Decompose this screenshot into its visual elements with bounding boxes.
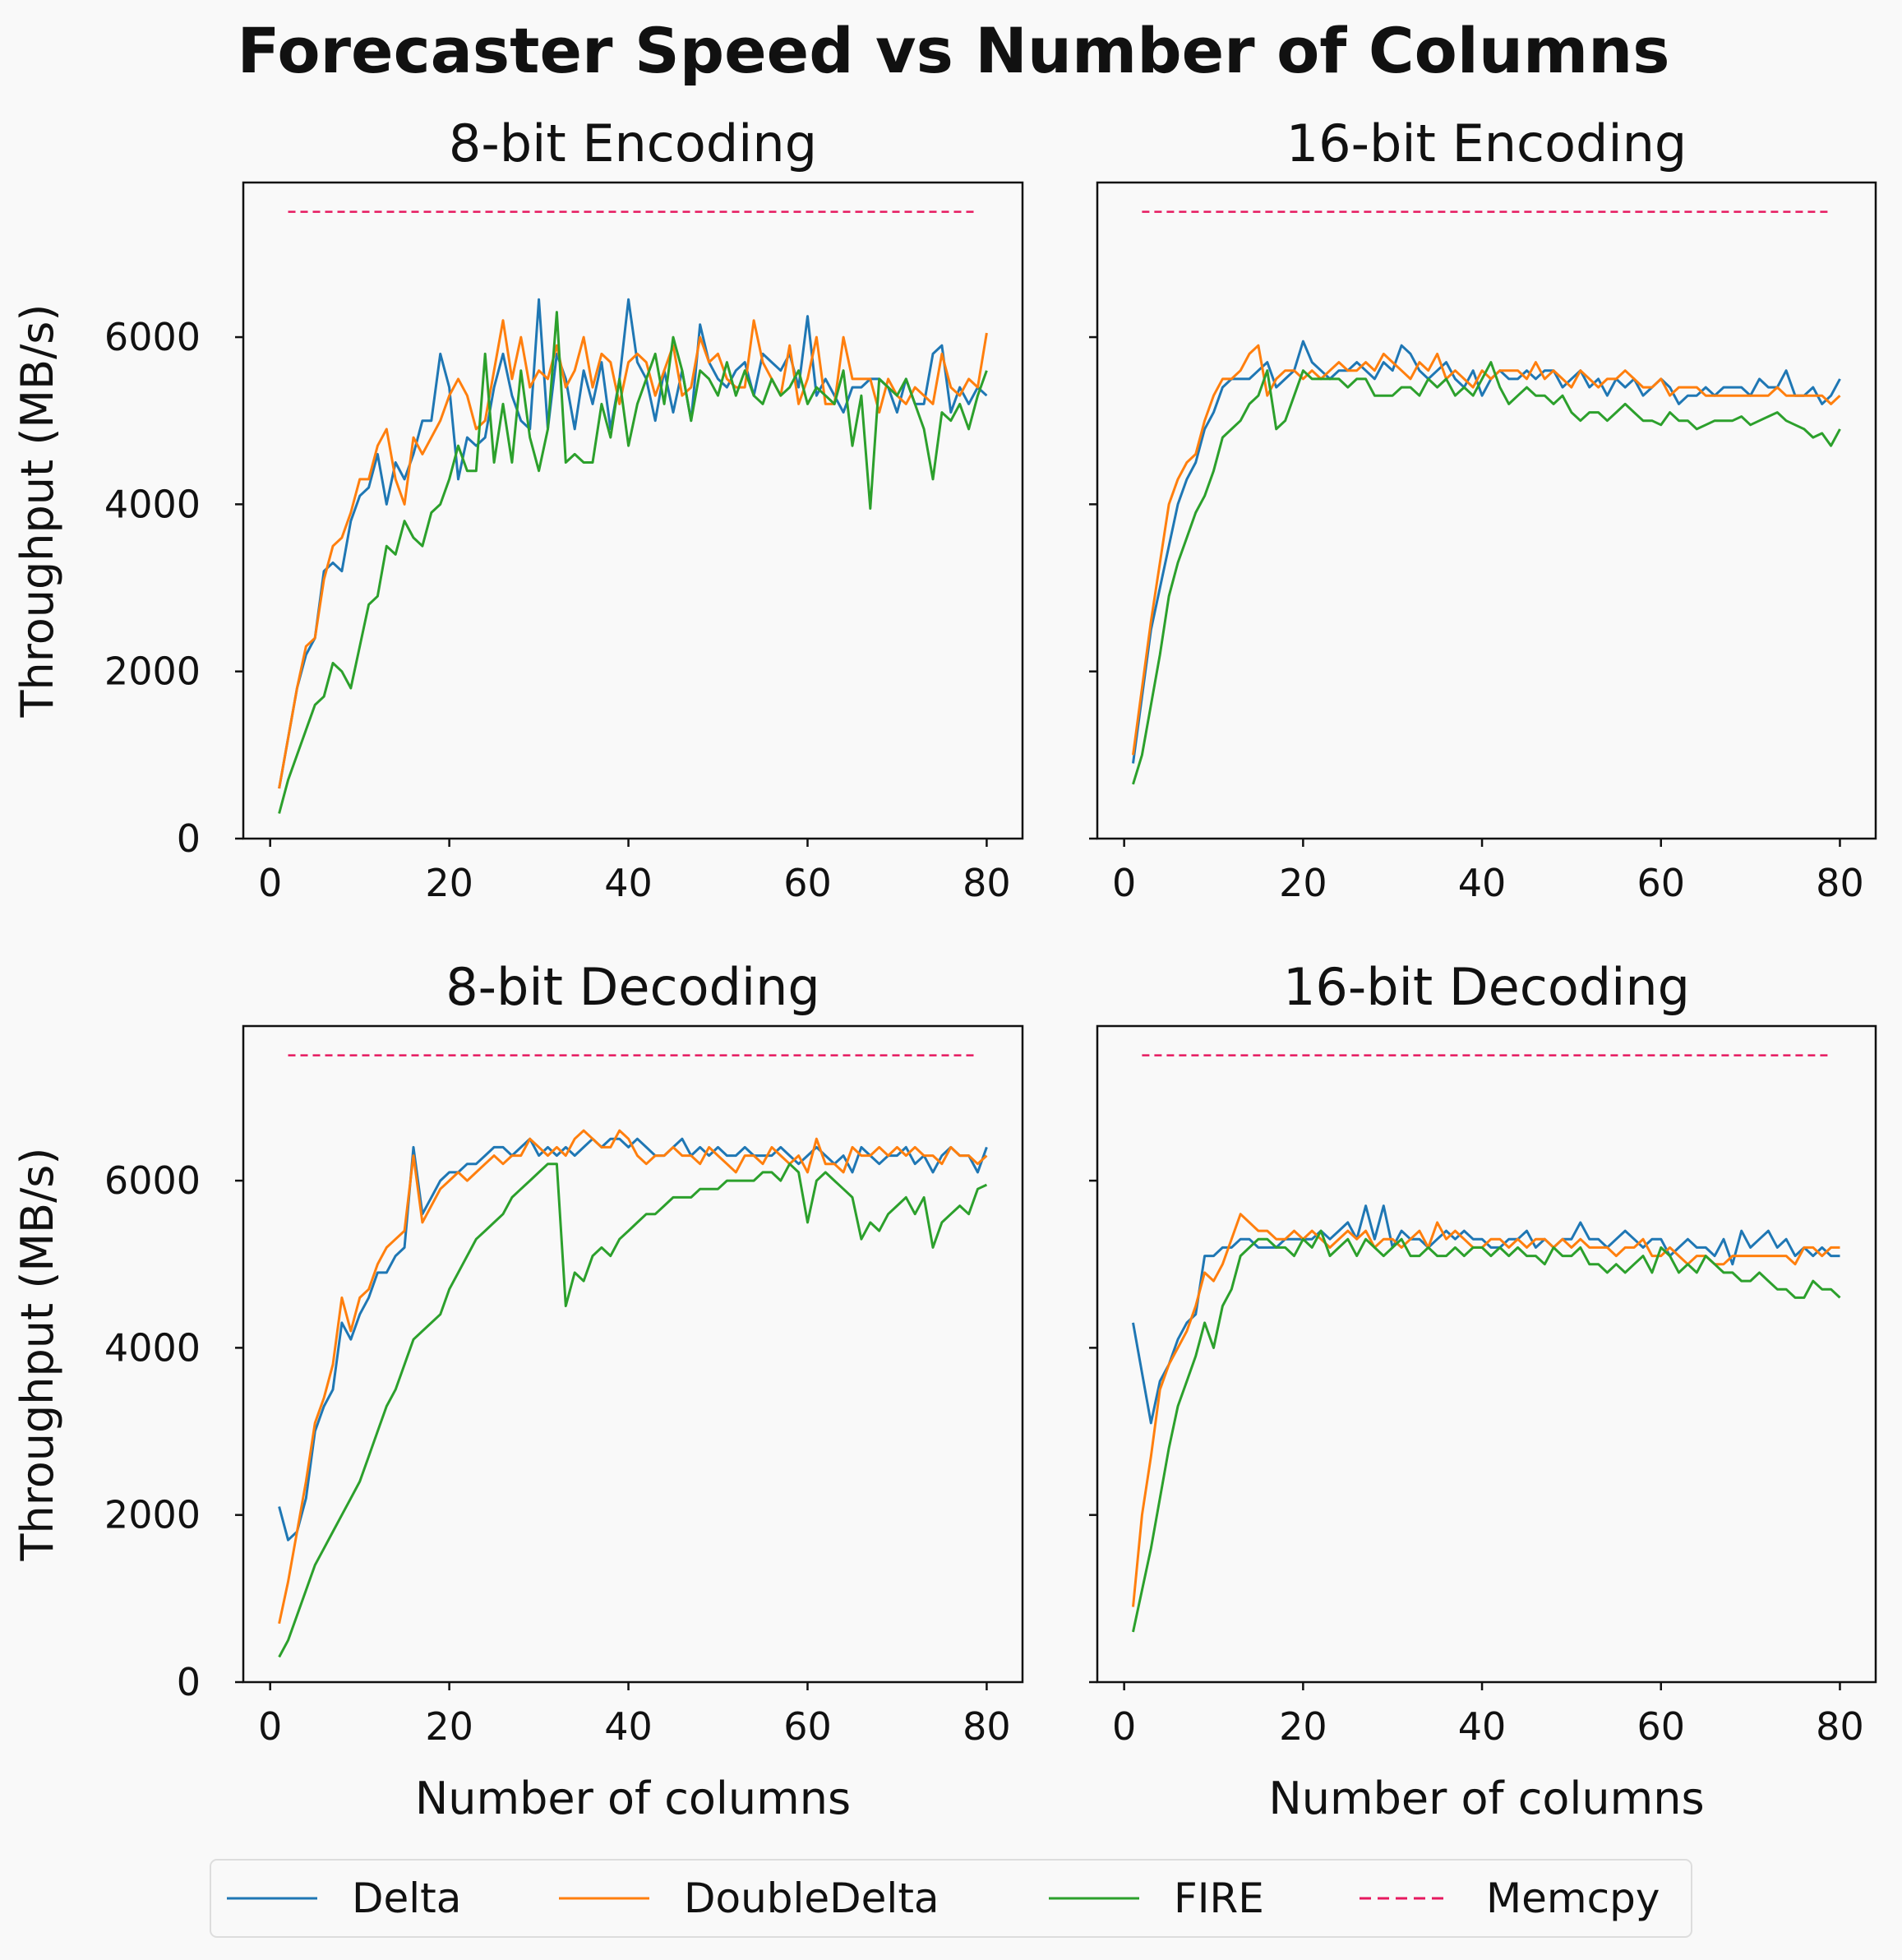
series-line-delta: [278, 298, 988, 789]
x-tick-label: 0: [1112, 861, 1136, 905]
legend-label-fire: FIRE: [1174, 1874, 1264, 1922]
y-tick-label: 0: [177, 1660, 201, 1704]
x-tick-label: 20: [425, 861, 473, 905]
y-axis-label: Throughput (MB/s): [12, 304, 63, 719]
x-axis-label: Number of columns: [1268, 1773, 1704, 1824]
panel-title: 8-bit Encoding: [449, 113, 817, 173]
panel-8bit-decoding: 8-bit Decoding Throughput (MB/s) Number …: [12, 957, 1024, 1824]
legend-label-doubledelta: DoubleDelta: [684, 1874, 939, 1922]
y-tick-label: 2000: [104, 1493, 201, 1537]
series-line-doubledelta: [1132, 344, 1841, 756]
x-tick-label: 0: [258, 861, 282, 905]
x-tick-label: 80: [1816, 861, 1864, 905]
x-tick-label: 0: [258, 1704, 282, 1749]
panel-title: 16-bit Decoding: [1283, 957, 1690, 1017]
series-line-doubledelta: [278, 319, 988, 789]
series-line-fire: [278, 311, 988, 814]
panel-8bit-encoding: 8-bit Encoding Throughput (MB/s) 0 20 40 60…: [12, 113, 1024, 905]
y-tick-label: 0: [177, 816, 201, 861]
x-tick-label: 60: [1637, 861, 1685, 905]
x-tick-label: 20: [1279, 861, 1327, 905]
x-tick-label: 80: [963, 861, 1011, 905]
panel-title: 16-bit Encoding: [1286, 113, 1687, 173]
series-line-fire: [1132, 361, 1841, 785]
x-tick-label: 80: [1816, 1704, 1864, 1749]
panel-title: 8-bit Decoding: [445, 957, 820, 1017]
x-tick-label: 40: [1458, 861, 1507, 905]
x-tick-label: 80: [963, 1704, 1011, 1749]
panel-16bit-encoding: 16-bit Encoding 0 20 40 60 80: [1089, 113, 1877, 905]
legend-label-delta: Delta: [352, 1874, 461, 1922]
legend-label-memcpy: Memcpy: [1486, 1874, 1660, 1922]
series-line-fire: [1132, 1229, 1841, 1633]
legend-frame: [210, 1859, 1692, 1938]
legend: Delta DoubleDelta FIRE Memcpy: [210, 1859, 1692, 1938]
series-line-delta: [1132, 340, 1841, 764]
x-axis-label: Number of columns: [415, 1773, 851, 1824]
series-line-doubledelta: [278, 1129, 988, 1625]
x-tick-label: 20: [425, 1704, 473, 1749]
y-tick-label: 6000: [104, 315, 201, 359]
series-line-delta: [278, 1137, 988, 1542]
x-tick-label: 40: [1458, 1704, 1507, 1749]
y-tick-label: 6000: [104, 1158, 201, 1203]
x-tick-label: 60: [783, 861, 832, 905]
axes-frame: [242, 1024, 1024, 1684]
axes-frame: [242, 181, 1024, 840]
x-tick-label: 20: [1279, 1704, 1327, 1749]
panel-16bit-decoding: 16-bit Decoding Number of columns 0 20 40 6…: [1089, 957, 1877, 1824]
y-tick-label: 4000: [104, 482, 201, 526]
x-tick-label: 40: [604, 1704, 653, 1749]
x-tick-label: 0: [1112, 1704, 1136, 1749]
x-tick-label: 60: [783, 1704, 832, 1749]
axes-frame: [1096, 181, 1877, 840]
figure-title: Forecaster Speed vs Number of Columns: [238, 14, 1670, 87]
axes-frame: [1096, 1024, 1877, 1684]
series-line-fire: [278, 1163, 988, 1658]
series-line-doubledelta: [1132, 1213, 1840, 1607]
y-axis-label: Throughput (MB/s): [12, 1148, 63, 1562]
x-tick-label: 60: [1637, 1704, 1685, 1749]
y-tick-label: 2000: [104, 649, 201, 694]
x-tick-label: 40: [604, 861, 653, 905]
y-tick-label: 4000: [104, 1325, 201, 1370]
